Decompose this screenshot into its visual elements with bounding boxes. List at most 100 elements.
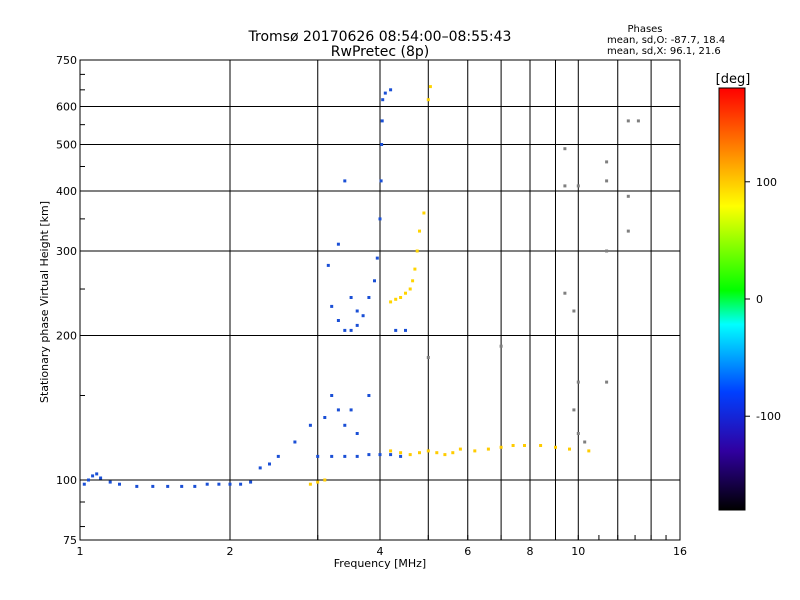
- data-point: [166, 484, 170, 488]
- data-point: [413, 267, 417, 271]
- data-point: [343, 179, 347, 183]
- data-point: [418, 229, 421, 233]
- data-point: [408, 287, 412, 291]
- data-point: [217, 482, 221, 486]
- data-point: [568, 447, 571, 451]
- data-point: [99, 476, 103, 480]
- data-point: [576, 184, 580, 188]
- data-point: [636, 119, 640, 123]
- data-point: [343, 454, 347, 458]
- chart-title: Tromsø 20170626 08:54:00–08:55:43: [248, 29, 512, 45]
- y-tick-label: 300: [56, 245, 77, 258]
- data-point: [404, 291, 407, 295]
- data-point: [249, 480, 253, 484]
- data-point: [180, 484, 184, 488]
- data-point: [563, 291, 567, 295]
- data-point: [323, 478, 327, 482]
- data-point: [626, 229, 630, 233]
- data-point: [355, 323, 359, 327]
- data-point: [349, 408, 353, 412]
- data-point: [389, 300, 393, 304]
- data-point: [336, 408, 340, 412]
- x-tick-label: 8: [527, 545, 534, 558]
- data-point: [118, 482, 121, 486]
- data-point: [499, 445, 503, 449]
- y-tick-label: 400: [56, 185, 77, 198]
- colorbar-label: [deg]: [716, 72, 751, 87]
- data-point: [399, 451, 403, 455]
- data-point: [367, 296, 371, 299]
- data-point: [228, 482, 232, 486]
- grid-lines: [80, 60, 680, 540]
- colorbar-tick-label: 0: [756, 293, 763, 306]
- x-axis-label: Frequency [MHz]: [334, 557, 426, 570]
- data-point: [378, 217, 382, 221]
- data-point: [383, 91, 387, 95]
- x-tick-label: 2: [227, 545, 234, 558]
- y-tick-label: 500: [56, 139, 77, 152]
- data-point: [380, 119, 384, 123]
- data-point: [605, 179, 609, 183]
- data-point: [91, 474, 95, 478]
- data-point: [605, 380, 609, 384]
- data-point: [343, 423, 347, 427]
- data-point: [330, 304, 334, 308]
- data-point: [316, 454, 320, 458]
- colorbar-ticks: 100 0 -100: [745, 176, 781, 423]
- data-point: [380, 143, 384, 146]
- x-tick-label: 10: [571, 545, 585, 558]
- data-point: [82, 482, 86, 486]
- data-point: [404, 328, 407, 332]
- data-point: [336, 319, 340, 322]
- data-point: [605, 160, 609, 164]
- y-axis-ticks: 75 100 200 300 400 500 600 750: [56, 54, 85, 547]
- data-point: [418, 451, 421, 455]
- data-point: [308, 482, 312, 486]
- data-point: [572, 309, 576, 313]
- colorbar-tick-label: 100: [756, 176, 777, 189]
- data-point: [399, 296, 403, 299]
- data-point: [367, 394, 371, 397]
- data-point: [373, 279, 376, 283]
- chart-subtitle: RwPretec (8p): [331, 44, 429, 60]
- data-point: [576, 380, 580, 384]
- data-point: [394, 328, 398, 332]
- data-point: [389, 453, 393, 457]
- y-tick-label: 600: [56, 101, 77, 114]
- x-axis-ticks: 1 2 4 6 8 10 16: [77, 535, 687, 558]
- data-point: [355, 309, 359, 313]
- data-point: [554, 445, 557, 449]
- data-point: [473, 449, 477, 453]
- data-point: [239, 482, 243, 486]
- data-point: [626, 119, 630, 123]
- data-point: [379, 179, 383, 183]
- data-point: [361, 314, 365, 318]
- data-point: [415, 249, 419, 253]
- data-point: [572, 408, 576, 412]
- data-point: [336, 242, 340, 246]
- data-point: [426, 98, 430, 102]
- data-point: [323, 416, 327, 419]
- data-point: [349, 328, 353, 332]
- data-point: [367, 453, 371, 457]
- data-point: [95, 472, 99, 476]
- data-point: [276, 454, 280, 458]
- data-point: [426, 449, 430, 453]
- data-point: [605, 249, 609, 253]
- colorbar: [718, 87, 746, 511]
- data-point: [523, 444, 526, 447]
- data-point: [389, 449, 393, 453]
- data-point: [330, 454, 334, 458]
- data-point: [576, 432, 580, 435]
- data-point: [135, 484, 139, 488]
- data-point: [394, 297, 398, 301]
- data-point: [326, 263, 330, 267]
- data-point: [258, 466, 262, 470]
- data-points: [82, 85, 640, 488]
- data-point: [443, 453, 447, 457]
- data-point: [563, 147, 567, 151]
- data-point: [411, 279, 415, 283]
- data-point: [583, 440, 587, 444]
- y-axis-label: Stationary phase Virtual Height [km]: [38, 201, 51, 403]
- data-point: [381, 98, 385, 102]
